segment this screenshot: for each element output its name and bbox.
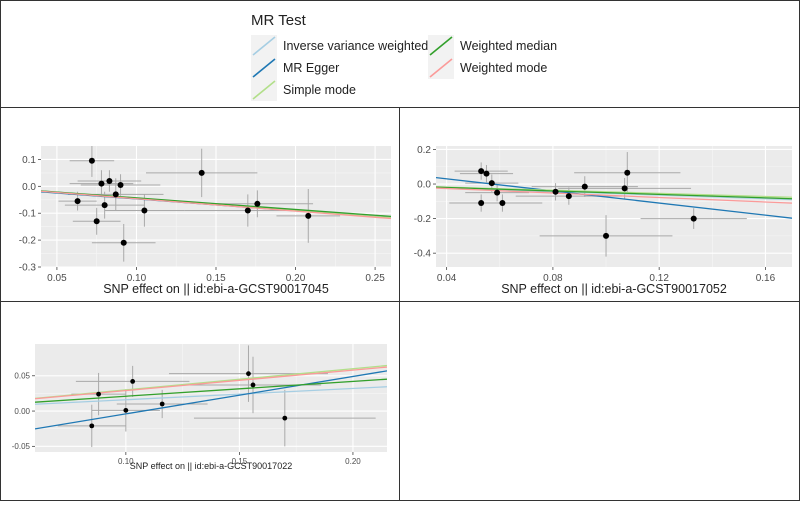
data-point [198, 169, 205, 176]
data-point [101, 202, 108, 209]
data-point [117, 181, 124, 188]
regression-line [35, 386, 387, 405]
y-tick-label: 0.2 [417, 145, 431, 156]
grid [35, 344, 387, 452]
x-tick-label: 0.12 [649, 273, 669, 284]
regression-line [35, 366, 387, 400]
legend-svg: MR Test Inverse variance weighted MR Egg… [251, 12, 557, 101]
legend-label-wmedian: Weighted median [460, 39, 557, 53]
y-tick-label: -0.05 [12, 442, 31, 451]
x-tick-label: 0.15 [206, 273, 226, 284]
x-tick-label: 0.25 [365, 273, 385, 284]
legend-key-egger [252, 58, 276, 78]
data-point [159, 401, 165, 407]
data-point [488, 180, 495, 187]
plot-panel-2: 0.04 0.08 0.12 0.16 -0.4 -0.2 0.0 0.2 SNP effect… [399, 107, 800, 302]
x-tick-label: 0.16 [756, 273, 776, 284]
y-tick-label: -0.2 [414, 214, 432, 225]
data-point [621, 185, 628, 192]
regression-line [436, 186, 792, 200]
data-point [74, 198, 81, 205]
legend-label-simple: Simple mode [283, 83, 356, 97]
plot-area [35, 345, 387, 448]
plot-panel-1: 0.05 0.10 0.15 0.20 0.25 -0.3 -0.2 -0.1 0.0 0.1 SN… [0, 107, 400, 302]
scatter-chart-1: 0.05 0.10 0.15 0.20 0.25 -0.3 -0.2 -0.1 0.0 0.1 SN… [19, 146, 391, 296]
data-point [581, 183, 588, 190]
y-tick-label: -0.3 [19, 263, 37, 274]
data-point [565, 193, 572, 200]
plot-area [436, 152, 792, 257]
data-point [690, 215, 697, 222]
data-point [89, 423, 95, 429]
data-point [499, 200, 506, 207]
x-axis-label: SNP effect on || id:ebi-a-GCST90017045 [103, 282, 329, 296]
y-tick-label: 0.0 [417, 180, 431, 191]
data-point [246, 371, 251, 377]
legend-label-wmode: Weighted mode [460, 61, 547, 75]
y-tick-label: 0.1 [22, 155, 36, 166]
grid [41, 146, 391, 267]
legend-label-ivw: Inverse variance weighted [283, 39, 428, 53]
data-point [93, 218, 100, 225]
legend-label-egger: MR Egger [283, 61, 339, 75]
data-point [96, 391, 101, 397]
data-point [494, 189, 501, 196]
legend-title: MR Test [251, 12, 307, 29]
plot-background [35, 344, 387, 452]
legend-key-wmode [429, 58, 453, 78]
x-axis-label: SNP effect on || id:ebi-a-GCST90017022 [130, 461, 292, 471]
x-tick-label: 0.04 [437, 273, 457, 284]
data-point [98, 180, 105, 187]
y-tick-label: -0.2 [19, 236, 37, 247]
regression-line [35, 378, 387, 403]
plot-panel-3: 0.10 0.15 0.20 -0.05 0.00 0.05 SNP effect on |… [0, 301, 400, 501]
data-point [254, 200, 261, 207]
data-point [478, 200, 485, 207]
data-point [112, 191, 119, 198]
legend-key-wmedian [429, 36, 453, 56]
x-tick-label: 0.08 [543, 273, 563, 284]
legend-key-simple [252, 80, 276, 100]
data-point [120, 239, 127, 246]
x-tick-label: 0.10 [127, 273, 147, 284]
data-point [483, 170, 490, 177]
data-point [130, 379, 136, 384]
x-axis-label: SNP effect on || id:ebi-a-GCST90017052 [501, 282, 727, 296]
empty-panel [399, 301, 800, 501]
regression-line [41, 190, 391, 220]
y-tick-label: 0.0 [22, 182, 36, 193]
regression-line [436, 176, 792, 219]
x-tick-label: 0.20 [345, 457, 361, 466]
plot-background [436, 146, 792, 267]
y-tick-label: 0.00 [14, 407, 30, 416]
data-point [123, 407, 129, 413]
data-point [250, 382, 256, 388]
data-point [305, 212, 312, 219]
regression-line [35, 370, 387, 430]
data-point [478, 168, 485, 175]
scatter-chart-2: 0.04 0.08 0.12 0.16 -0.4 -0.2 0.0 0.2 SNP effect… [414, 145, 792, 296]
x-tick-label: 0.05 [47, 273, 67, 284]
legend-panel: MR Test Inverse variance weighted MR Egg… [0, 0, 800, 108]
data-point [88, 157, 95, 164]
data-point [244, 207, 251, 214]
data-point [603, 232, 610, 239]
data-point [282, 415, 288, 421]
x-tick-label: 0.10 [118, 457, 134, 466]
data-point [106, 177, 113, 184]
x-tick-label: 0.20 [286, 273, 306, 284]
x-tick-label: 0.15 [232, 457, 248, 466]
scatter-chart-3: 0.10 0.15 0.20 -0.05 0.00 0.05 SNP effect on |… [12, 344, 387, 471]
data-point [624, 169, 631, 176]
y-tick-label: -0.1 [19, 209, 37, 220]
data-point [141, 207, 148, 214]
plot-area [41, 146, 391, 262]
legend-key-ivw [252, 36, 276, 56]
y-tick-label: 0.05 [14, 372, 30, 381]
y-tick-label: -0.4 [414, 249, 432, 260]
data-point [552, 188, 559, 195]
